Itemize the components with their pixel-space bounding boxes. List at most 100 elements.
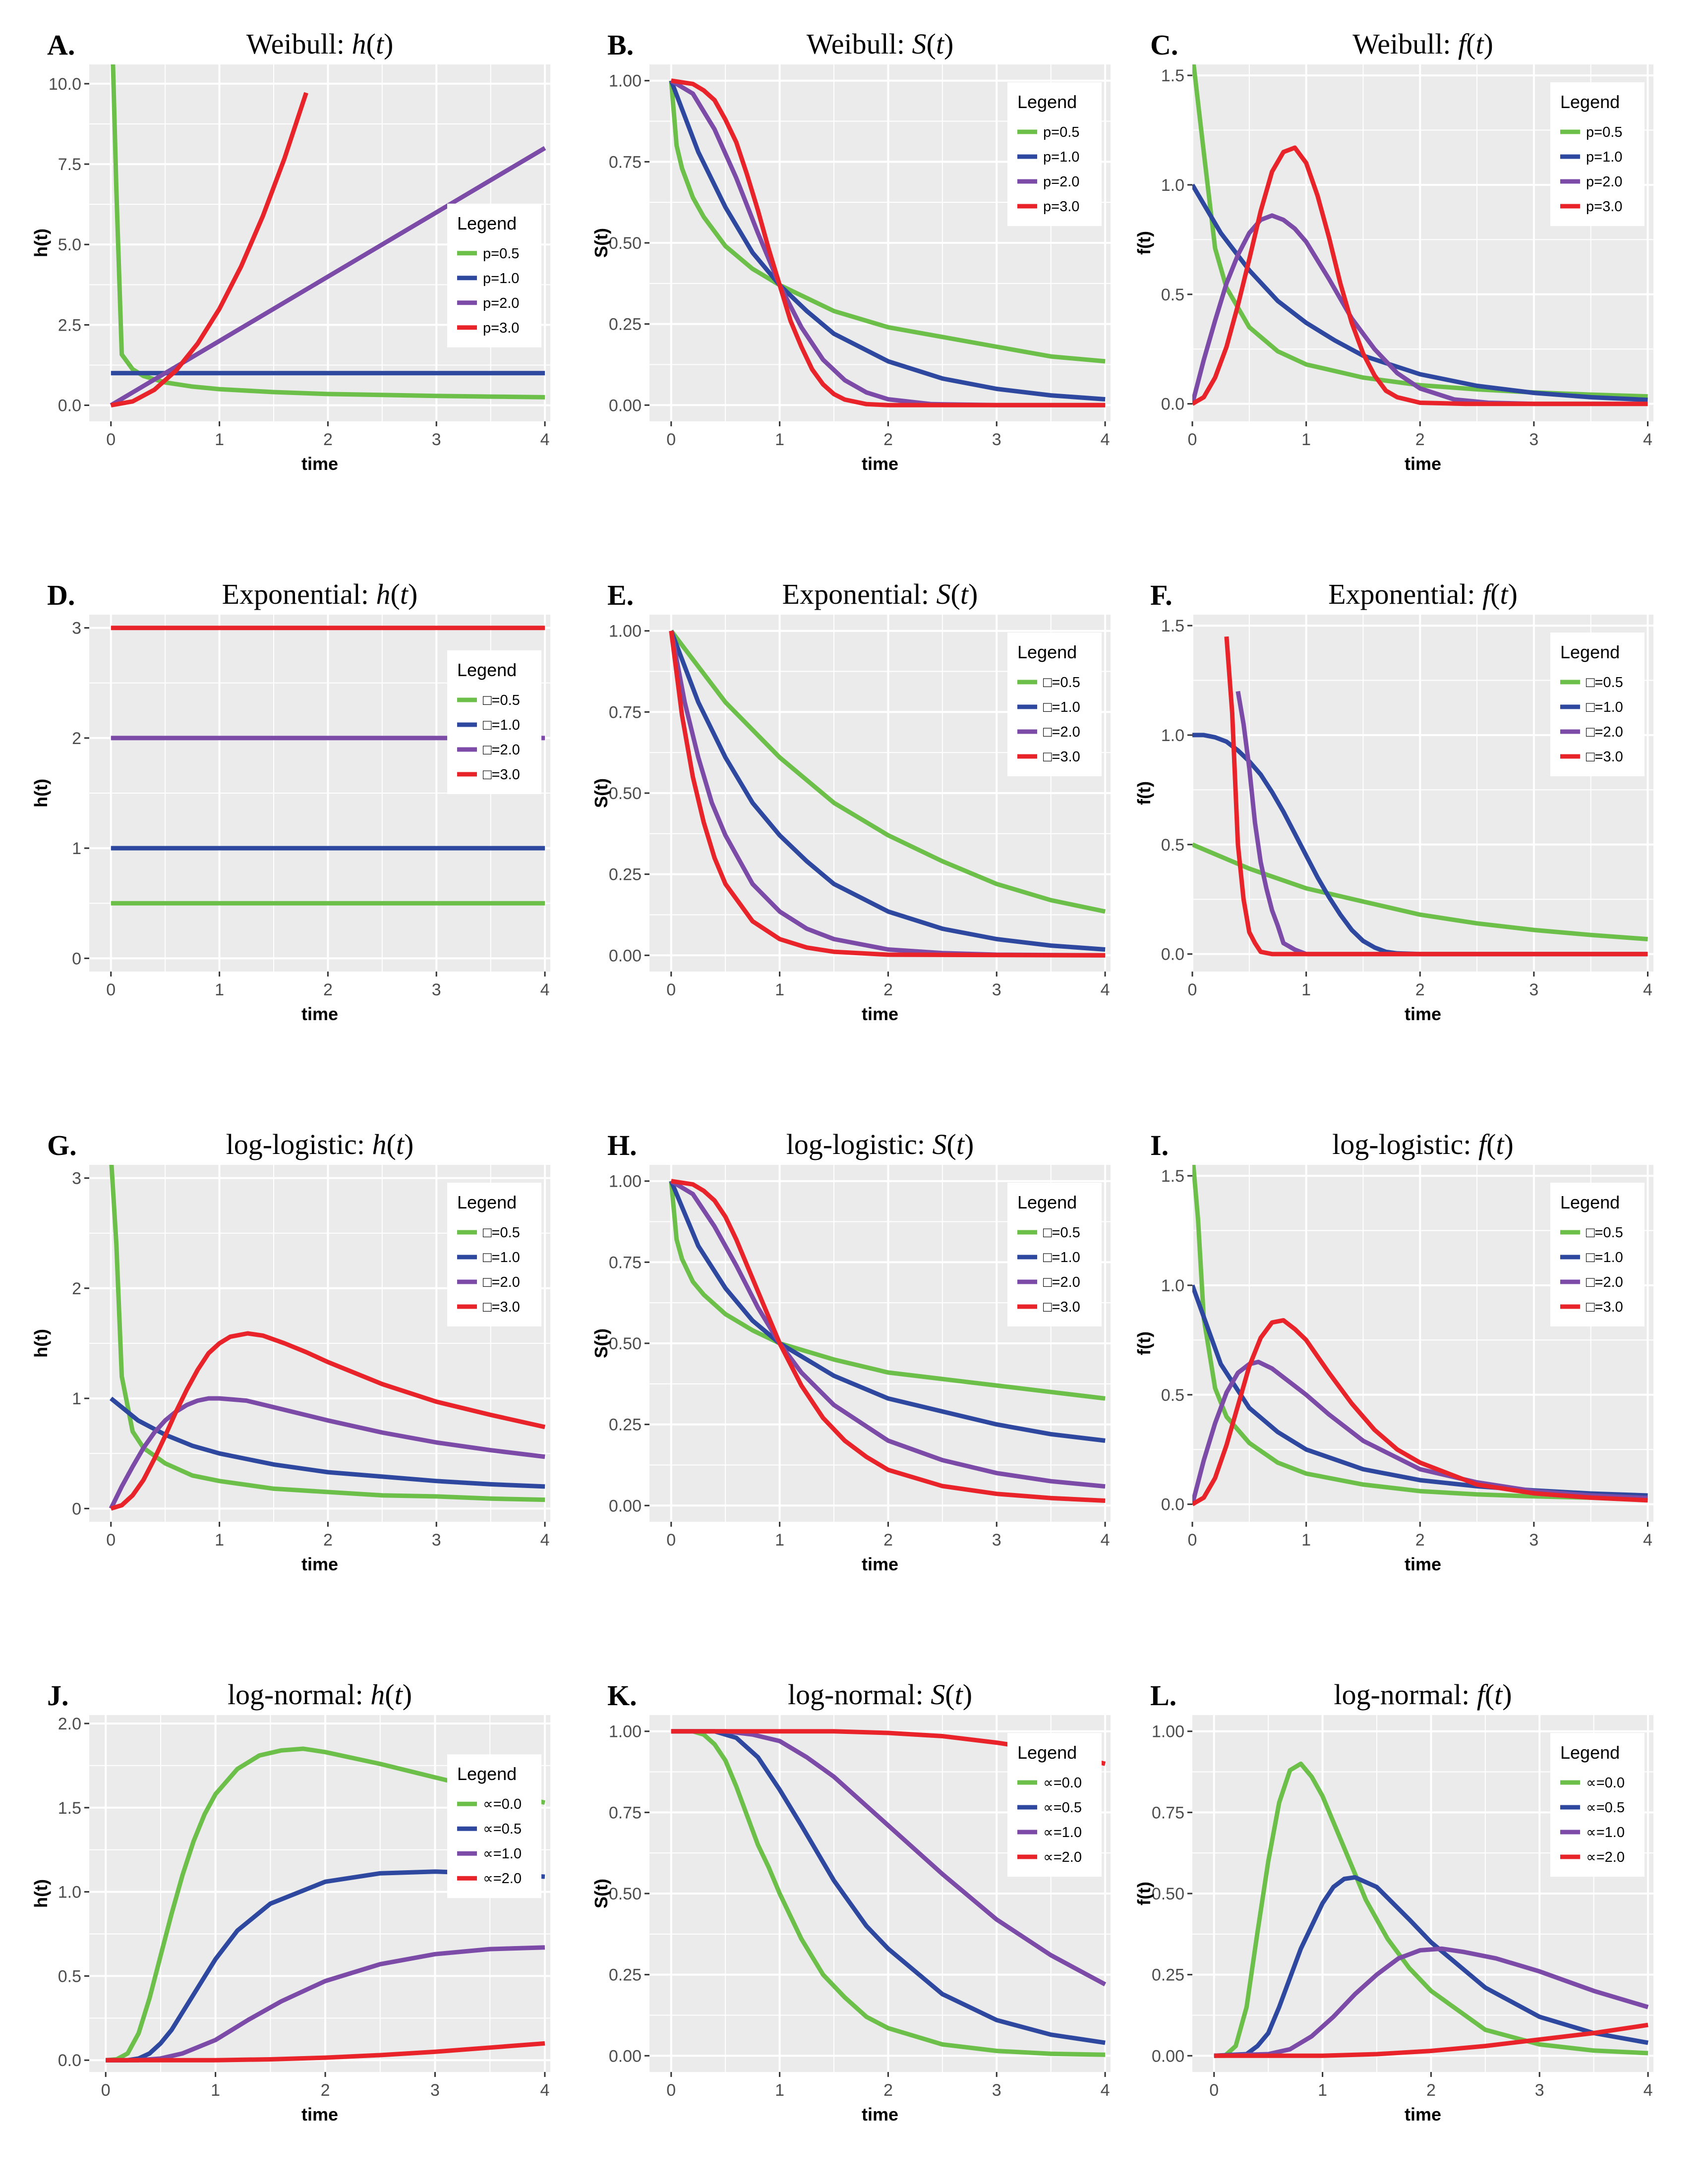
x-tick-label: 1 bbox=[215, 1531, 224, 1550]
chart-svg: 0 1 2 3 4 0.00 0.25 0.50 0.75 1.00 H. log-logistic:… bbox=[591, 1128, 1111, 1574]
panel-letter: F. bbox=[1150, 579, 1173, 611]
series-line bbox=[671, 78, 1106, 407]
y-tick-label: 0.50 bbox=[609, 784, 642, 803]
x-tick-label: 1 bbox=[1301, 1531, 1311, 1550]
x-tick-label: 2 bbox=[1415, 430, 1425, 449]
series-group bbox=[105, 1746, 545, 2063]
chart-svg: 0 1 2 3 4 0.0 0.5 1.0 1.5 F. Exponential: f(t) time… bbox=[1134, 578, 1653, 1024]
chart-panel: 0 1 2 3 4 0.0 0.5 1.0 1.5 I. log-logistic: f(t) tim… bbox=[1103, 1100, 1671, 1634]
chart-svg: 0 1 2 3 4 0 1 2 3 D. Exponential: h(t) time h(t) Lege… bbox=[31, 578, 550, 1024]
y-axis-title: f(t) bbox=[1134, 231, 1154, 255]
series-line bbox=[106, 1869, 545, 2063]
y-tick-label: 0.50 bbox=[609, 1334, 642, 1353]
legend-label: □=3.0 bbox=[483, 1299, 520, 1315]
y-tick-label: 1 bbox=[72, 1389, 81, 1408]
y-axis-title: h(t) bbox=[31, 1329, 51, 1358]
y-tick-label: 0.00 bbox=[609, 396, 642, 415]
y-tick-label: 0.0 bbox=[58, 397, 81, 415]
legend-label: ∝=0.5 bbox=[483, 1821, 522, 1837]
chart-panel: 0 1 2 3 4 0.00 0.25 0.50 0.75 1.00 K. log-normal: S… bbox=[560, 1651, 1128, 2184]
legend-label: □=2.0 bbox=[483, 1274, 520, 1290]
chart-panel: 0 1 2 3 4 0.00 0.25 0.50 0.75 1.00 E. Exponential: … bbox=[560, 550, 1128, 1084]
series-line bbox=[105, 1746, 545, 2063]
legend-label: □=0.5 bbox=[1043, 675, 1080, 690]
legend-title: Legend bbox=[1017, 642, 1077, 662]
panel-title: Weibull: f(t) bbox=[1352, 28, 1493, 60]
y-tick-label: 1.00 bbox=[609, 1172, 642, 1191]
legend-label: □=0.5 bbox=[483, 692, 520, 708]
x-tick-label: 0 bbox=[101, 2081, 111, 2100]
y-tick-label: 0.75 bbox=[1152, 1803, 1184, 1822]
series-line bbox=[1214, 1946, 1649, 2058]
legend-box bbox=[1550, 1733, 1645, 1877]
x-tick-label: 4 bbox=[1101, 980, 1110, 999]
legend-label: p=2.0 bbox=[1043, 174, 1079, 190]
legend-title: Legend bbox=[457, 660, 517, 680]
x-tick-label: 1 bbox=[775, 2081, 784, 2100]
series-line bbox=[669, 630, 1106, 952]
series-line bbox=[1214, 1761, 1648, 2058]
x-tick-label: 3 bbox=[432, 430, 441, 449]
legend-label: ∝=0.0 bbox=[1043, 1775, 1082, 1791]
x-tick-label: 4 bbox=[1644, 2081, 1653, 2100]
y-tick-label: 2 bbox=[72, 1279, 81, 1298]
panel-title: log-normal: f(t) bbox=[1334, 1678, 1512, 1711]
series-line bbox=[1192, 1165, 1648, 1501]
legend-box bbox=[1550, 1183, 1645, 1326]
series-group bbox=[110, 64, 546, 408]
series-line bbox=[106, 2041, 545, 2063]
legend-label: p=1.0 bbox=[1586, 149, 1622, 165]
chart-svg: 0 1 2 3 4 0.0 0.5 1.0 1.5 C. Weibull: f(t) time f(t)… bbox=[1134, 28, 1653, 474]
panel-title: Exponential: f(t) bbox=[1328, 578, 1518, 610]
legend-label: □=2.0 bbox=[1586, 724, 1623, 740]
x-tick-label: 0 bbox=[1188, 1531, 1197, 1550]
legend-label: □=3.0 bbox=[1586, 749, 1623, 765]
panel-letter: D. bbox=[47, 579, 75, 611]
x-tick-label: 1 bbox=[211, 2081, 220, 2100]
panel-letter: J. bbox=[47, 1679, 69, 1712]
y-tick-label: 0.50 bbox=[609, 234, 642, 253]
y-tick-label: 0.50 bbox=[609, 1885, 642, 1903]
legend-label: p=1.0 bbox=[1043, 149, 1079, 165]
y-axis-title: S(t) bbox=[591, 1328, 611, 1358]
y-axis-title: S(t) bbox=[591, 778, 611, 808]
y-tick-label: 0.25 bbox=[1152, 1966, 1184, 1985]
legend-label: □=2.0 bbox=[483, 742, 520, 758]
series-line bbox=[671, 1729, 1106, 2057]
panel-letter: H. bbox=[607, 1129, 637, 1161]
x-axis-title: time bbox=[1405, 2104, 1441, 2125]
chart-panel: 0 1 2 3 4 0 1 2 3 G. log-logistic: h(t) time h(t) Leg… bbox=[0, 1100, 568, 1634]
legend: Legend □=0.5 □=1.0 □=2.0 □=3.0 bbox=[1007, 1183, 1102, 1326]
x-tick-label: 1 bbox=[215, 980, 224, 999]
panel-title: log-logistic: f(t) bbox=[1332, 1128, 1514, 1160]
panel-title: Exponential: S(t) bbox=[782, 578, 978, 610]
x-tick-label: 3 bbox=[1529, 980, 1538, 999]
y-tick-label: 3 bbox=[72, 619, 81, 638]
series-line bbox=[1192, 842, 1648, 942]
x-tick-label: 0 bbox=[106, 1531, 116, 1550]
panel-letter: A. bbox=[47, 29, 75, 61]
legend-box bbox=[447, 650, 541, 794]
panel-title: log-normal: h(t) bbox=[228, 1678, 412, 1711]
panel-title: log-logistic: h(t) bbox=[226, 1128, 414, 1160]
y-tick-label: 1 bbox=[72, 839, 81, 858]
x-tick-label: 1 bbox=[1301, 980, 1311, 999]
legend-label: □=3.0 bbox=[1586, 1299, 1623, 1315]
legend-label: □=1.0 bbox=[1586, 1250, 1623, 1265]
x-tick-label: 1 bbox=[1318, 2081, 1327, 2100]
x-tick-label: 1 bbox=[775, 980, 784, 999]
legend-label: ∝=0.0 bbox=[1586, 1775, 1625, 1791]
series-line bbox=[1214, 1875, 1648, 2058]
x-tick-label: 4 bbox=[540, 2081, 549, 2100]
legend: Legend □=0.5 □=1.0 □=2.0 □=3.0 bbox=[1550, 632, 1645, 776]
legend-label: □=2.0 bbox=[1043, 1274, 1080, 1290]
x-axis-title: time bbox=[862, 2104, 898, 2125]
y-tick-label: 0.00 bbox=[609, 2047, 642, 2066]
panel-letter: E. bbox=[607, 579, 634, 611]
y-axis-title: f(t) bbox=[1134, 1882, 1154, 1905]
legend-label: ∝=0.5 bbox=[1043, 1800, 1082, 1816]
series-group bbox=[111, 626, 545, 906]
legend-box bbox=[1007, 1183, 1102, 1326]
series-line bbox=[671, 1179, 1106, 1503]
x-tick-label: 0 bbox=[1188, 980, 1197, 999]
